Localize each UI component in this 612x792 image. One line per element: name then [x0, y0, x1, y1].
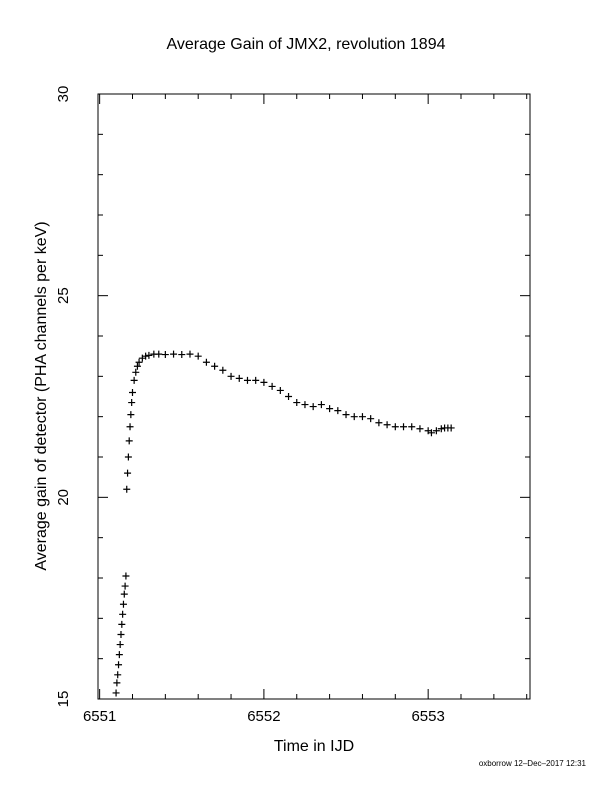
- chart-title: Average Gain of JMX2, revolution 1894: [166, 36, 446, 53]
- footer-stamp: oxborrow 12–Dec–2017 12:31: [478, 759, 586, 768]
- data-point: [350, 413, 358, 421]
- data-point: [115, 661, 123, 669]
- data-point: [119, 610, 127, 618]
- data-point: [334, 407, 342, 415]
- data-point: [115, 651, 123, 659]
- data-point: [227, 372, 235, 380]
- data-point: [116, 641, 124, 649]
- data-point: [118, 620, 126, 628]
- data-point: [309, 403, 317, 411]
- data-point: [161, 351, 169, 359]
- data-point: [416, 425, 424, 433]
- data-point: [427, 429, 435, 437]
- data-point: [447, 424, 455, 432]
- data-point: [375, 419, 383, 427]
- data-point: [293, 399, 301, 407]
- data-point: [211, 362, 219, 370]
- data-point: [112, 689, 120, 697]
- data-point: [130, 376, 138, 384]
- data-point: [114, 671, 122, 679]
- data-point: [117, 630, 125, 638]
- data-point: [113, 679, 121, 687]
- y-tick-label: 20: [55, 489, 72, 506]
- data-point: [125, 437, 133, 445]
- data-point: [123, 485, 131, 493]
- data-point: [367, 415, 375, 423]
- data-point: [124, 469, 132, 477]
- data-point: [317, 401, 325, 409]
- data-point: [383, 421, 391, 429]
- data-point: [285, 393, 293, 400]
- data-point: [155, 350, 163, 358]
- data-point: [132, 368, 140, 376]
- data-point: [133, 362, 141, 370]
- x-tick-label: 6553: [411, 708, 444, 725]
- data-point: [186, 350, 194, 358]
- data-point: [127, 411, 135, 419]
- data-point: [128, 399, 136, 407]
- x-tick-label: 6552: [247, 708, 280, 725]
- plot-frame: [97, 93, 531, 700]
- x-tick-label: 6551: [83, 708, 116, 725]
- y-tick-label: 30: [55, 86, 72, 103]
- data-point: [119, 600, 127, 608]
- data-point: [326, 405, 334, 413]
- data-point: [268, 382, 276, 390]
- data-point: [260, 378, 268, 386]
- data-point: [342, 411, 350, 419]
- data-point: [252, 376, 260, 384]
- data-point: [145, 351, 153, 359]
- data-point: [432, 427, 440, 435]
- data-point: [142, 352, 150, 360]
- data-point: [437, 425, 445, 433]
- data-point: [243, 376, 251, 384]
- data-point: [126, 423, 134, 431]
- data-point: [135, 358, 143, 366]
- data-point: [202, 358, 210, 366]
- data-point: [400, 423, 408, 431]
- data-point: [276, 386, 284, 394]
- data-point: [178, 351, 186, 359]
- data-point: [170, 350, 178, 358]
- data-point: [391, 423, 399, 431]
- data-point: [120, 590, 128, 598]
- data-point: [122, 572, 130, 580]
- data-point: [301, 401, 309, 409]
- data-point: [121, 582, 129, 590]
- y-tick-label: 15: [55, 691, 72, 708]
- data-points: [112, 350, 455, 697]
- data-point: [408, 423, 416, 431]
- axes-group: 6551 6552 6553 15 20 25 30: [55, 86, 530, 725]
- data-point: [128, 388, 136, 396]
- y-axis-label: Average gain of detector (PHA channels p…: [33, 221, 50, 571]
- data-point: [219, 366, 227, 374]
- x-axis-label: Time in IJD: [273, 738, 355, 755]
- y-tick-label: 25: [55, 287, 72, 304]
- data-point: [235, 374, 243, 382]
- data-point: [124, 453, 132, 461]
- data-point: [194, 352, 202, 360]
- data-point: [358, 413, 366, 421]
